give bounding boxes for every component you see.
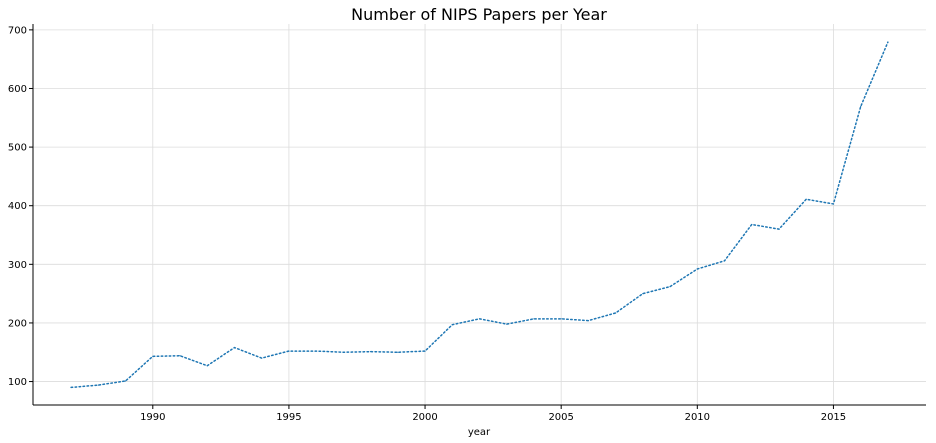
y-tick-label: 700 xyxy=(8,25,27,36)
axis-spines xyxy=(32,24,926,406)
data-point xyxy=(424,350,426,352)
data-point xyxy=(233,346,236,349)
x-tick-label: 1990 xyxy=(140,412,165,423)
x-tick-label: 2015 xyxy=(821,412,846,423)
x-axis-label: year xyxy=(468,427,491,438)
data-point xyxy=(860,106,862,108)
data-point xyxy=(506,323,508,325)
data-point xyxy=(451,324,453,326)
x-tick-label: 1995 xyxy=(276,412,301,423)
data-point xyxy=(642,293,644,295)
y-tick-label: 400 xyxy=(8,201,27,212)
data-point xyxy=(478,318,481,320)
x-tick-label: 2010 xyxy=(685,412,710,423)
data-point xyxy=(832,203,835,205)
data-point xyxy=(124,380,127,382)
data-point xyxy=(369,351,372,353)
y-tick-label: 200 xyxy=(8,318,27,329)
y-axis-ticks: 100 200 300 400 500 600 700 xyxy=(8,25,33,388)
x-gridlines xyxy=(152,24,834,405)
y-gridlines xyxy=(33,29,926,382)
x-axis-ticks: 1990 1995 2000 2005 2010 2015 xyxy=(140,405,846,423)
data-point xyxy=(887,41,889,43)
data-point xyxy=(97,384,99,386)
data-point xyxy=(70,386,72,389)
x-tick-label: 2000 xyxy=(412,412,437,423)
data-point xyxy=(288,350,290,352)
data-point xyxy=(669,285,671,288)
data-point xyxy=(723,260,726,262)
y-tick-label: 500 xyxy=(8,143,27,154)
chart-title: Number of NIPS Papers per Year xyxy=(351,5,607,24)
data-point xyxy=(615,312,617,314)
y-tick-label: 300 xyxy=(8,260,27,271)
data-point xyxy=(751,223,753,226)
data-point xyxy=(397,351,399,353)
data-point xyxy=(778,228,780,230)
data-point xyxy=(179,355,181,357)
y-tick-label: 100 xyxy=(8,377,27,388)
data-point xyxy=(696,268,698,270)
x-tick-label: 2005 xyxy=(548,412,573,423)
y-tick-label: 600 xyxy=(8,84,27,95)
data-point xyxy=(342,351,344,353)
data-point xyxy=(805,198,807,200)
data-point xyxy=(206,365,208,367)
data-point xyxy=(560,318,562,320)
series-line xyxy=(70,41,889,389)
data-point xyxy=(152,355,154,357)
data-point xyxy=(533,318,535,320)
series-polyline xyxy=(70,41,889,389)
data-point xyxy=(261,357,263,359)
data-point xyxy=(587,319,590,322)
data-point xyxy=(315,350,317,352)
